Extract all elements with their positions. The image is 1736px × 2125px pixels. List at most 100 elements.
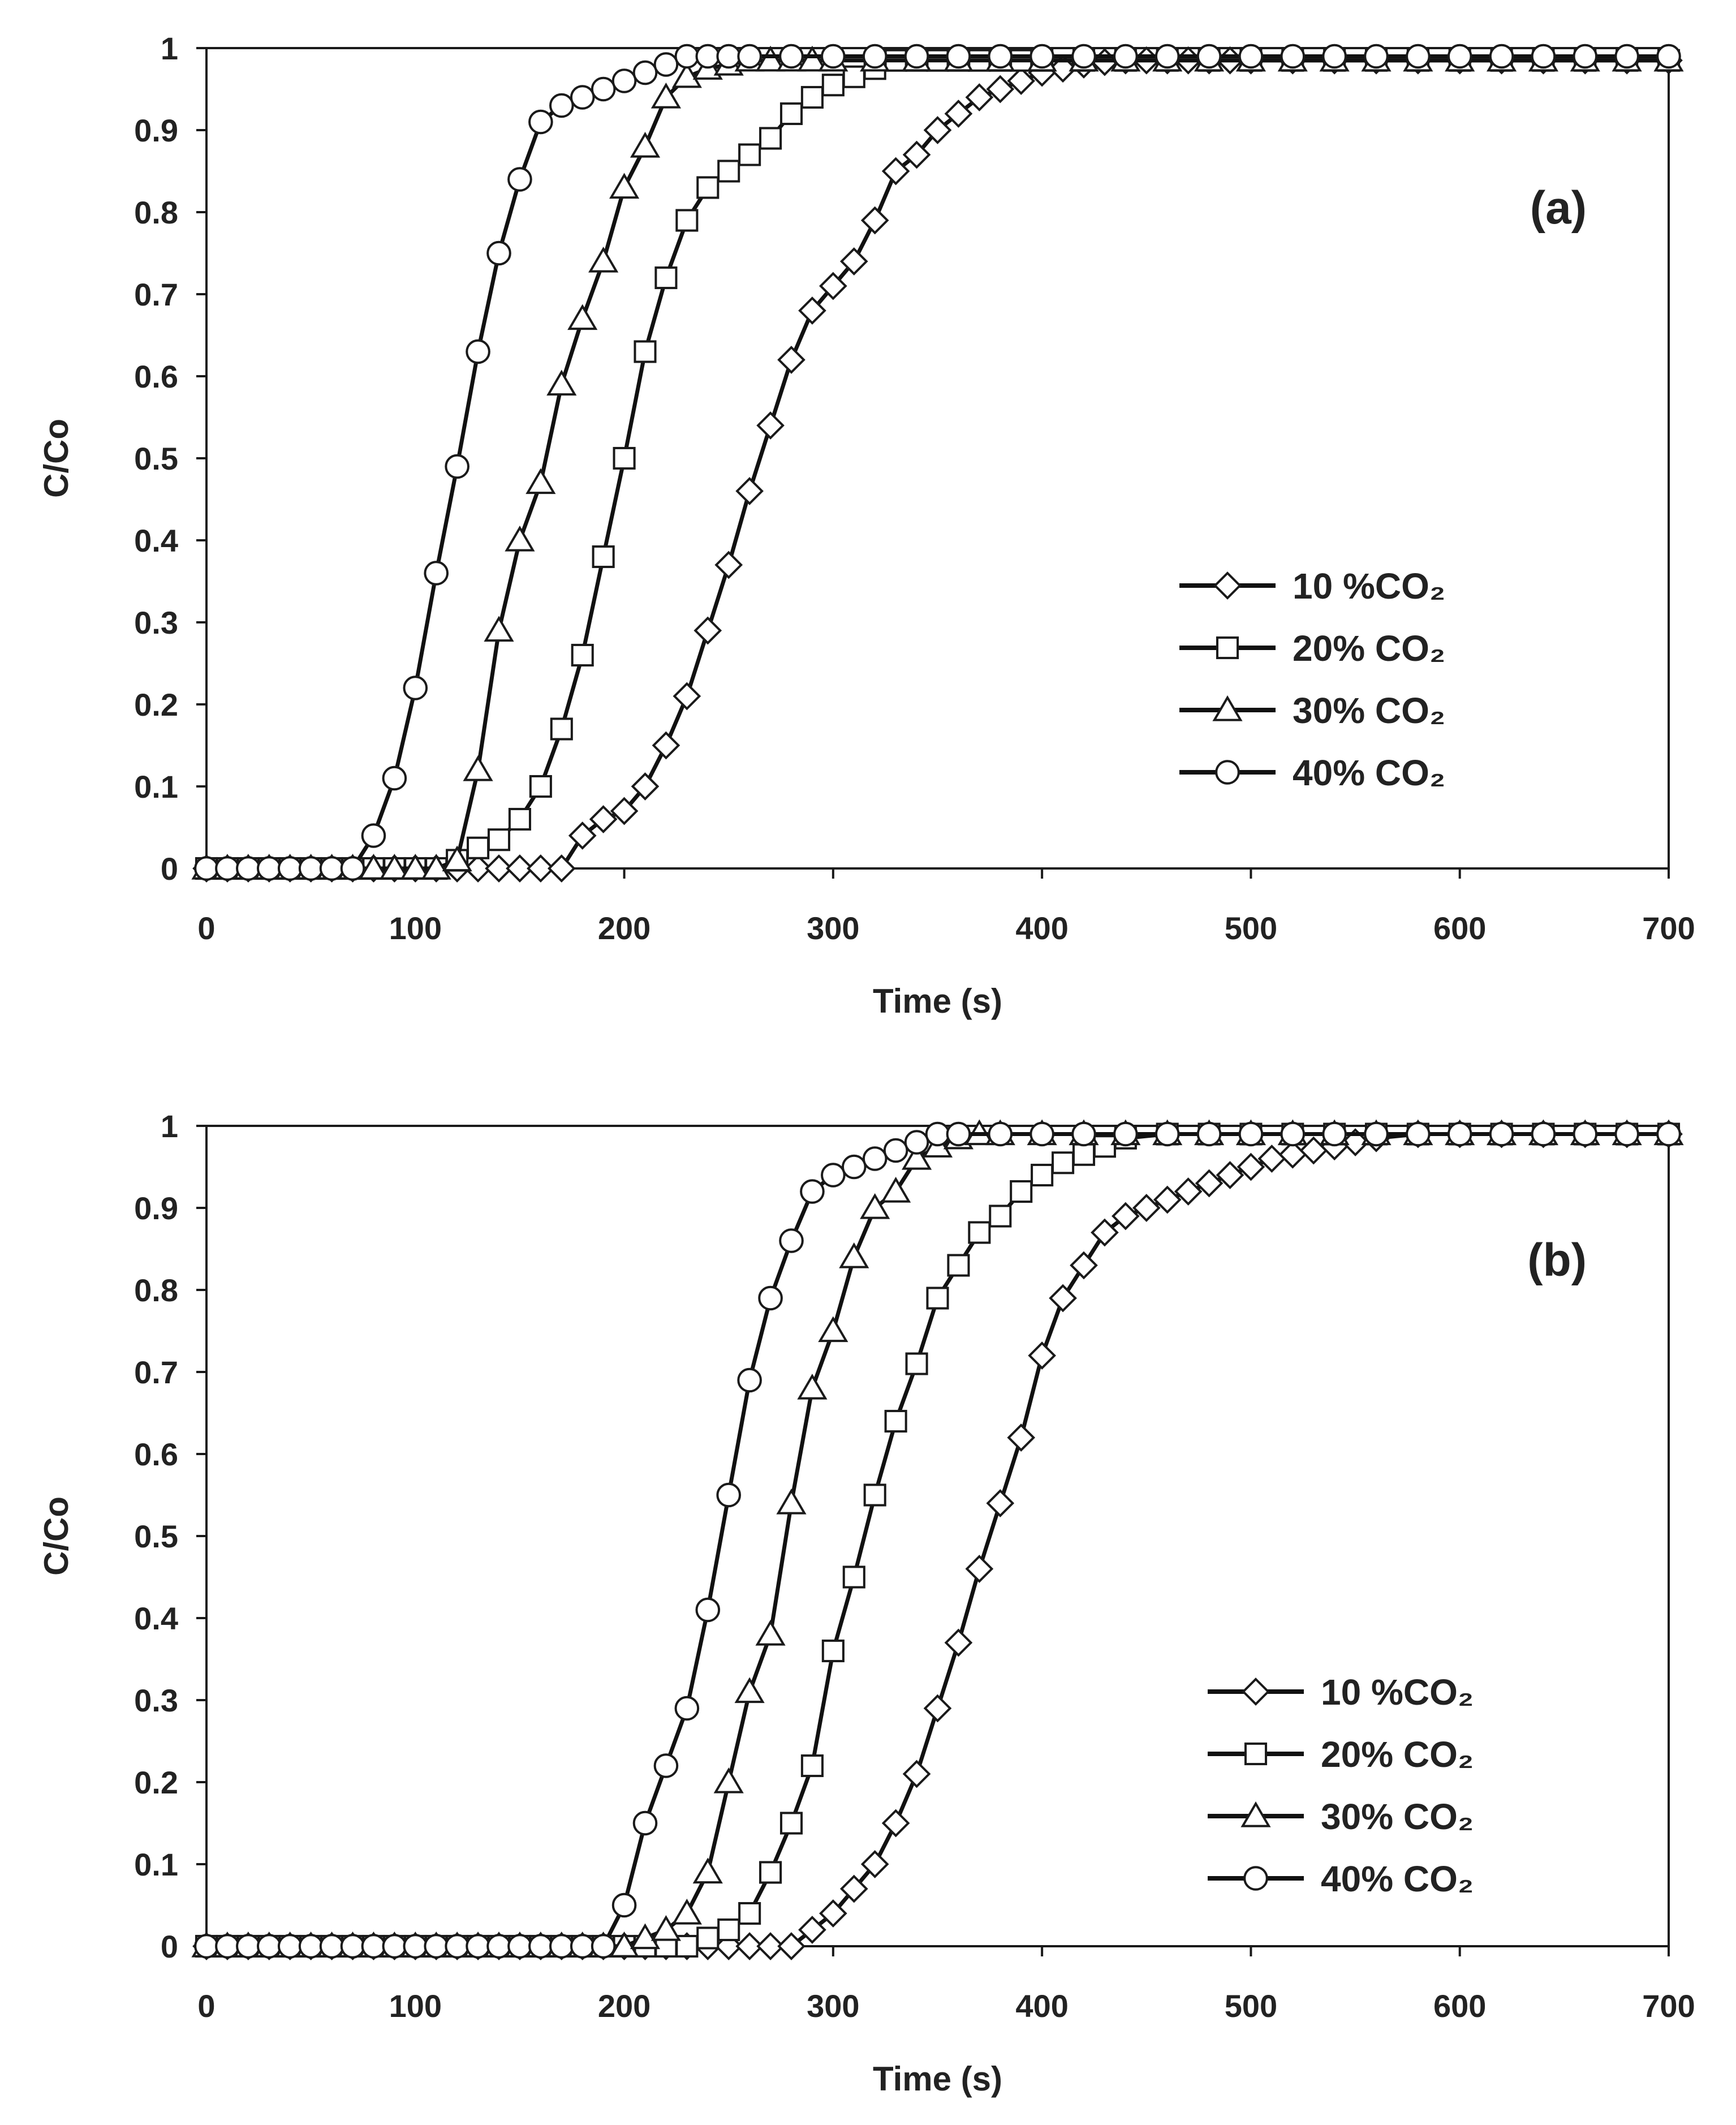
data-point-diamond xyxy=(965,1555,994,1583)
data-point-circle xyxy=(716,44,742,69)
data-point-diamond xyxy=(652,731,680,760)
data-point-circle xyxy=(466,1934,490,1959)
data-point-circle xyxy=(1071,1121,1096,1147)
data-point-circle xyxy=(319,1934,344,1959)
x-tick-label: 100 xyxy=(389,1988,442,2024)
data-point-square xyxy=(800,1754,824,1778)
data-point-square xyxy=(487,828,511,851)
data-point-circle xyxy=(298,1934,324,1959)
x-tick-label: 700 xyxy=(1642,1988,1695,2024)
data-point-circle xyxy=(1113,1121,1138,1147)
y-tick-label: 0 xyxy=(161,1929,178,1964)
legend-marker-circle xyxy=(1243,1866,1268,1891)
data-point-diamond xyxy=(777,1932,805,1960)
y-tick-label: 0.8 xyxy=(134,195,178,230)
data-point-circle xyxy=(988,1121,1013,1147)
data-point-circle xyxy=(883,1138,908,1163)
data-point-square xyxy=(989,1205,1012,1228)
data-point-triangle xyxy=(671,62,702,88)
data-point-circle xyxy=(549,93,574,118)
data-point-diamond xyxy=(839,247,868,276)
data-point-circle xyxy=(1113,44,1138,69)
data-point-diamond xyxy=(714,550,743,579)
data-point-circle xyxy=(570,1934,595,1959)
data-point-circle xyxy=(319,856,344,881)
data-point-circle xyxy=(862,44,888,69)
legend-label: 40% CO₂ xyxy=(1321,1859,1474,1899)
data-point-circle xyxy=(486,1934,511,1959)
data-point-circle xyxy=(591,76,616,102)
legend-item: 10 %CO₂ xyxy=(1208,1672,1474,1713)
data-point-circle xyxy=(1280,1121,1306,1147)
series-circle xyxy=(194,1121,1681,1959)
data-point-circle xyxy=(800,1179,825,1204)
data-point-diamond xyxy=(693,616,722,645)
data-point-circle xyxy=(340,1934,365,1959)
y-tick-label: 1 xyxy=(161,31,178,66)
data-point-diamond xyxy=(1237,1152,1265,1181)
legend-item: 10 %CO₂ xyxy=(1179,566,1445,606)
x-axis-title: Time (s) xyxy=(873,982,1002,1020)
data-point-triangle xyxy=(609,173,640,199)
data-point-circle xyxy=(946,1121,971,1147)
data-point-circle xyxy=(549,1934,574,1959)
data-point-diamond xyxy=(631,772,660,801)
data-point-triangle xyxy=(755,1620,786,1646)
data-point-circle xyxy=(445,1934,469,1959)
data-point-circle xyxy=(695,1597,721,1623)
data-point-circle xyxy=(1364,44,1389,69)
data-point-circle xyxy=(674,44,700,69)
data-point-diamond xyxy=(902,1760,931,1788)
data-point-circle xyxy=(236,1934,261,1959)
data-point-square xyxy=(1031,1163,1054,1187)
data-point-circle xyxy=(424,1934,449,1959)
data-point-circle xyxy=(758,1285,783,1311)
data-point-circle xyxy=(1071,44,1096,69)
data-point-triangle xyxy=(609,1932,640,1958)
data-point-circle xyxy=(528,109,553,135)
data-point-diamond xyxy=(735,1932,764,1960)
data-point-diamond xyxy=(944,1628,973,1657)
data-point-circle xyxy=(821,1163,846,1188)
data-point-triangle xyxy=(421,854,451,880)
data-point-square xyxy=(968,1221,991,1244)
y-tick-label: 0.7 xyxy=(134,1354,178,1390)
data-point-triangle xyxy=(860,1193,890,1219)
data-point-triangle xyxy=(734,1677,765,1704)
data-point-circle xyxy=(1196,44,1222,69)
data-point-circle xyxy=(1155,1121,1180,1147)
x-tick-label: 200 xyxy=(598,910,651,946)
data-point-diamond xyxy=(860,206,889,235)
data-point-circle xyxy=(256,1934,282,1959)
data-point-circle xyxy=(591,1934,616,1959)
data-point-circle xyxy=(570,85,595,110)
data-point-diamond xyxy=(1195,1169,1224,1198)
data-point-triangle xyxy=(588,247,619,273)
legend: 10 %CO₂ 20% CO₂ 30% CO₂ 40% CO₂ xyxy=(1179,566,1445,793)
data-point-square xyxy=(800,85,824,109)
y-tick-label: 0.9 xyxy=(134,1190,178,1226)
y-tick-label: 1 xyxy=(161,1108,178,1144)
data-point-circle xyxy=(632,1810,658,1836)
data-point-diamond xyxy=(839,1874,868,1903)
data-point-circle xyxy=(1029,1121,1054,1147)
y-tick-label: 0.5 xyxy=(134,1519,178,1554)
series-circle xyxy=(194,44,1681,881)
y-tick-label: 0.1 xyxy=(134,769,178,805)
chart-panel-b: 0 0.1 0.2 0.3 0.4 0.5 0.6 0.7 0.8 0.9 1 0 100 200 300 4… xyxy=(37,1108,1695,2098)
data-point-diamond xyxy=(589,805,618,833)
data-point-circle xyxy=(1489,1121,1514,1147)
data-point-triangle xyxy=(776,1489,807,1515)
data-point-circle xyxy=(904,44,929,69)
data-point-circle xyxy=(1447,1121,1472,1147)
data-point-diamond xyxy=(965,83,994,111)
data-point-triangle xyxy=(484,616,514,642)
x-axis-title: Time (s) xyxy=(873,2060,1002,2098)
data-point-diamond xyxy=(798,296,826,325)
data-point-circle xyxy=(1406,1121,1431,1147)
data-point-circle xyxy=(1656,44,1681,69)
data-point-square xyxy=(571,643,594,667)
data-point-diamond xyxy=(1070,1251,1098,1280)
data-point-circle xyxy=(403,676,428,700)
